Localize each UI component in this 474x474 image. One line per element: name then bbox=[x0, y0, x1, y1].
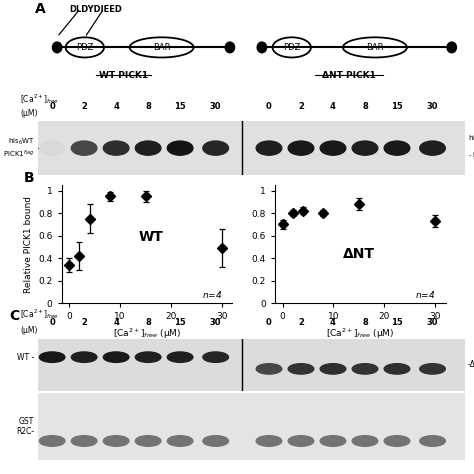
Ellipse shape bbox=[320, 436, 346, 447]
Ellipse shape bbox=[167, 141, 193, 155]
Text: 2: 2 bbox=[298, 102, 304, 111]
Text: [Ca$^{2+}$]$_{free}$: [Ca$^{2+}$]$_{free}$ bbox=[20, 92, 59, 107]
Text: 4: 4 bbox=[113, 318, 119, 327]
Ellipse shape bbox=[288, 436, 314, 447]
Text: 15: 15 bbox=[174, 102, 186, 111]
Ellipse shape bbox=[352, 364, 378, 374]
Text: 30: 30 bbox=[427, 102, 438, 111]
Text: 8: 8 bbox=[362, 102, 368, 111]
Text: WT PICK1: WT PICK1 bbox=[99, 71, 148, 80]
Text: (μM): (μM) bbox=[20, 109, 37, 118]
Text: - PICK1$^{flag}$: - PICK1$^{flag}$ bbox=[468, 149, 474, 161]
Text: 4: 4 bbox=[113, 102, 119, 111]
Ellipse shape bbox=[167, 436, 193, 447]
Text: 8: 8 bbox=[145, 102, 151, 111]
Text: BAR: BAR bbox=[153, 43, 170, 52]
Text: 15: 15 bbox=[391, 318, 403, 327]
Ellipse shape bbox=[39, 352, 65, 363]
Ellipse shape bbox=[225, 42, 235, 53]
Ellipse shape bbox=[288, 141, 314, 155]
Ellipse shape bbox=[256, 364, 282, 374]
Text: 2: 2 bbox=[298, 318, 304, 327]
Ellipse shape bbox=[320, 364, 346, 374]
X-axis label: [Ca$^{2+}$]$_{free}$ (μM): [Ca$^{2+}$]$_{free}$ (μM) bbox=[113, 327, 181, 341]
Ellipse shape bbox=[39, 436, 65, 447]
Ellipse shape bbox=[256, 141, 282, 155]
Ellipse shape bbox=[352, 436, 378, 447]
Text: 2: 2 bbox=[81, 102, 87, 111]
Text: B: B bbox=[24, 171, 35, 185]
Text: 8: 8 bbox=[145, 318, 151, 327]
Ellipse shape bbox=[71, 436, 97, 447]
Text: 0: 0 bbox=[266, 318, 272, 327]
Ellipse shape bbox=[384, 141, 410, 155]
Ellipse shape bbox=[384, 364, 410, 374]
Ellipse shape bbox=[103, 436, 129, 447]
Ellipse shape bbox=[39, 141, 65, 155]
Text: 30: 30 bbox=[427, 318, 438, 327]
Ellipse shape bbox=[203, 352, 228, 363]
Text: A: A bbox=[35, 2, 45, 17]
Ellipse shape bbox=[419, 436, 445, 447]
Text: 0: 0 bbox=[266, 102, 272, 111]
Text: 0: 0 bbox=[49, 102, 55, 111]
Ellipse shape bbox=[136, 141, 161, 155]
Text: WT -: WT - bbox=[17, 353, 34, 362]
Text: WT: WT bbox=[138, 230, 163, 244]
Text: his$_6$WT
PICK1$^{flag}$: his$_6$WT PICK1$^{flag}$ bbox=[3, 137, 34, 160]
Text: [Ca$^{2+}$]$_{free}$: [Ca$^{2+}$]$_{free}$ bbox=[20, 307, 59, 321]
Ellipse shape bbox=[167, 352, 193, 363]
Ellipse shape bbox=[203, 141, 228, 155]
Ellipse shape bbox=[203, 436, 228, 447]
Ellipse shape bbox=[53, 42, 62, 53]
Text: 8: 8 bbox=[362, 318, 368, 327]
Ellipse shape bbox=[71, 352, 97, 363]
Y-axis label: Relative PICK1 bound: Relative PICK1 bound bbox=[24, 196, 33, 292]
Text: 2: 2 bbox=[81, 318, 87, 327]
Text: PDZ: PDZ bbox=[76, 43, 93, 52]
Text: BAR: BAR bbox=[366, 43, 383, 52]
Ellipse shape bbox=[256, 436, 282, 447]
Ellipse shape bbox=[257, 42, 266, 53]
Ellipse shape bbox=[419, 364, 445, 374]
Text: ΔNT PICK1: ΔNT PICK1 bbox=[322, 71, 376, 80]
Ellipse shape bbox=[103, 352, 129, 363]
Ellipse shape bbox=[352, 141, 378, 155]
Ellipse shape bbox=[136, 352, 161, 363]
Text: GST
R2C-: GST R2C- bbox=[16, 417, 34, 436]
Text: 30: 30 bbox=[210, 318, 221, 327]
Text: -ΔNT: -ΔNT bbox=[468, 361, 474, 369]
Text: ΔNT: ΔNT bbox=[343, 247, 375, 261]
Text: $n$=4: $n$=4 bbox=[202, 289, 222, 300]
Ellipse shape bbox=[320, 141, 346, 155]
Text: 30: 30 bbox=[210, 102, 221, 111]
Text: 4: 4 bbox=[330, 102, 336, 111]
Text: (μM): (μM) bbox=[20, 326, 37, 335]
Text: PDZ: PDZ bbox=[283, 43, 301, 52]
X-axis label: [Ca$^{2+}$]$_{free}$ (μM): [Ca$^{2+}$]$_{free}$ (μM) bbox=[326, 327, 394, 341]
Ellipse shape bbox=[384, 436, 410, 447]
Ellipse shape bbox=[103, 141, 129, 155]
Ellipse shape bbox=[71, 141, 97, 155]
Text: 0: 0 bbox=[49, 318, 55, 327]
Text: his$_6\Delta$NT: his$_6\Delta$NT bbox=[468, 134, 474, 144]
Text: 4: 4 bbox=[330, 318, 336, 327]
Text: C: C bbox=[9, 309, 20, 323]
Ellipse shape bbox=[447, 42, 456, 53]
Text: DLDYDIEED: DLDYDIEED bbox=[69, 5, 122, 14]
Ellipse shape bbox=[419, 141, 445, 155]
Text: $n$=4: $n$=4 bbox=[415, 289, 436, 300]
Text: 15: 15 bbox=[174, 318, 186, 327]
Text: 15: 15 bbox=[391, 102, 403, 111]
Ellipse shape bbox=[288, 364, 314, 374]
Ellipse shape bbox=[136, 436, 161, 447]
